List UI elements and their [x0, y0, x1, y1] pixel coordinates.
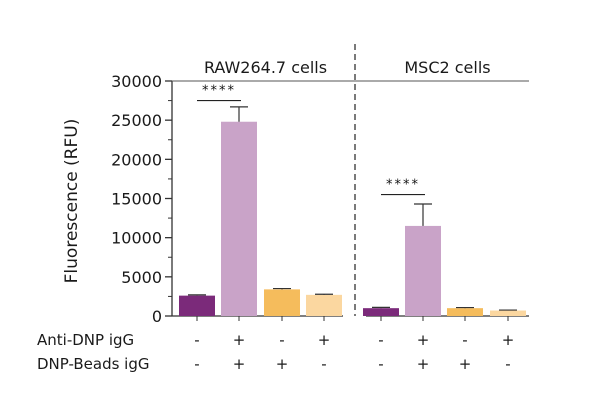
condition-row-label: Anti-DNP igG	[37, 331, 134, 349]
condition-sign: +	[233, 355, 246, 373]
panel-title: MSC2 cells	[404, 58, 490, 77]
condition-sign: +	[318, 331, 331, 349]
bar	[221, 121, 257, 316]
condition-sign: -	[194, 355, 199, 373]
condition-row-label: DNP-Beads igG	[37, 355, 150, 373]
panel-title: RAW264.7 cells	[204, 58, 327, 77]
condition-sign: +	[459, 355, 472, 373]
y-tick-label: 15000	[111, 190, 162, 209]
condition-sign: -	[194, 331, 199, 349]
condition-sign: -	[378, 331, 383, 349]
bar	[179, 295, 215, 316]
y-tick-label: 10000	[111, 229, 162, 248]
panel-top-lines: RAW264.7 cells MSC2 cells	[172, 44, 529, 321]
bar	[447, 308, 483, 316]
condition-sign: -	[279, 331, 284, 349]
condition-sign: +	[502, 331, 515, 349]
bar	[490, 310, 526, 316]
significance-stars: ****	[202, 84, 236, 99]
condition-sign: -	[462, 331, 467, 349]
condition-sign: +	[417, 331, 430, 349]
y-axis-label: Fluorescence (RFU)	[62, 119, 82, 284]
bar	[264, 289, 300, 316]
condition-sign: +	[233, 331, 246, 349]
condition-table: Anti-DNP igG - + - + - + - + DNP-Beads igG - + + - - + +…	[37, 331, 514, 373]
significance-stars: ****	[386, 178, 420, 193]
bar	[363, 308, 399, 316]
condition-sign: -	[321, 355, 326, 373]
bar	[306, 294, 342, 316]
condition-sign: -	[378, 355, 383, 373]
condition-sign: +	[417, 355, 430, 373]
y-tick-label: 5000	[121, 268, 162, 287]
y-axis: 0 5000 10000 15000 20000 25000 30000	[111, 72, 173, 326]
y-tick-label: 0	[152, 307, 162, 326]
bars-layer	[179, 106, 526, 316]
y-tick-label: 30000	[111, 72, 162, 91]
bar	[405, 225, 441, 316]
y-tick-label: 25000	[111, 111, 162, 130]
condition-sign: +	[276, 355, 289, 373]
condition-sign: -	[505, 355, 510, 373]
y-tick-label: 20000	[111, 150, 162, 169]
significance-layer: **** ****	[197, 84, 425, 196]
